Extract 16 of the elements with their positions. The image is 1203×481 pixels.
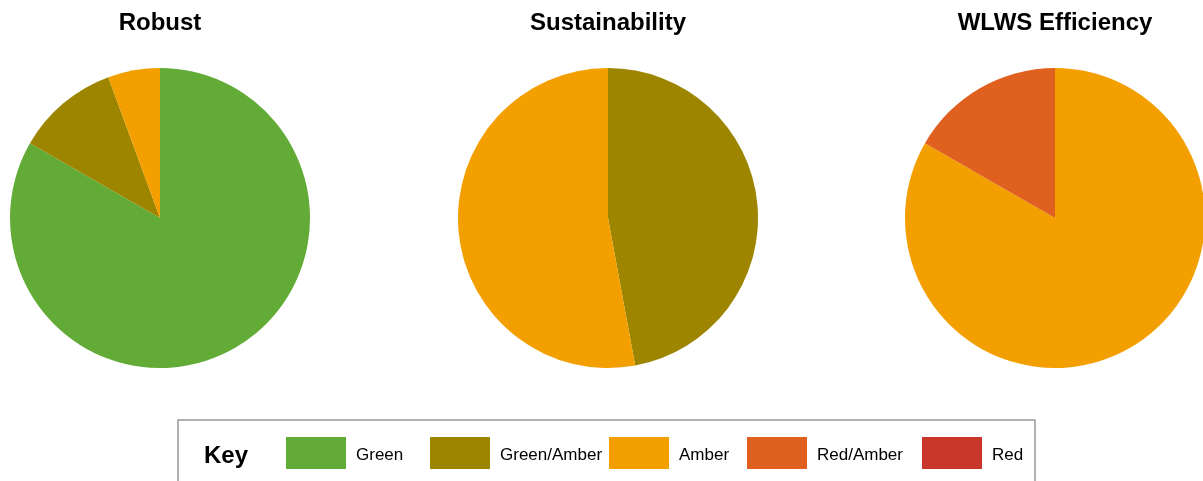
legend-label: Green xyxy=(356,445,404,464)
legend-label: Red xyxy=(992,445,1024,464)
pie-slice xyxy=(10,68,310,368)
chart-title: Sustainability xyxy=(529,8,687,35)
pie-slice xyxy=(608,68,758,366)
legend-label: Red/Amber xyxy=(817,445,904,464)
chart-title: Robust xyxy=(118,8,202,35)
pie-slice xyxy=(29,77,160,218)
chart-title: WLWS Efficiency xyxy=(957,8,1153,35)
legend-title: Key xyxy=(204,441,249,468)
legend-label: Green/Amber xyxy=(500,445,603,464)
legend-label: Amber xyxy=(679,445,730,464)
pie-slice xyxy=(924,68,1055,218)
pie-slice xyxy=(108,68,160,218)
pie-slice xyxy=(458,68,636,368)
pie-slice xyxy=(905,68,1203,368)
